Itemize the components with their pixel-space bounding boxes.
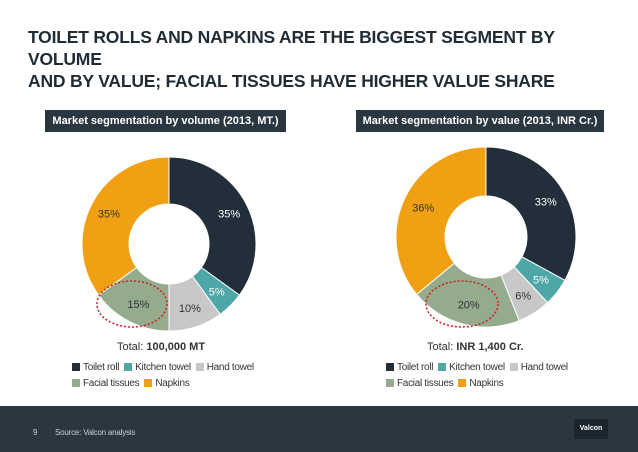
volume-legend: Toilet roll Kitchen towel Hand towel Fac…	[72, 359, 282, 391]
legend-item-napkins: Napkins	[144, 377, 190, 389]
value-total-label: Total:	[427, 341, 454, 353]
volume-chart-header: Market segmentation by volume (2013, MT.…	[45, 110, 286, 132]
donut-slice-napkins	[395, 146, 487, 296]
legend-swatch-facial-tissues	[72, 379, 80, 387]
slice-label-facial-tissues: 15%	[127, 299, 149, 311]
donut-charts-canvas: 35%5%10%15%35%33%5%6%20%36%	[81, 146, 577, 332]
legend-item-facial-tissues: Facial tissues	[386, 377, 454, 389]
valcon-logo: Valcon	[574, 419, 608, 439]
legend-item-hand-towel: Hand towel	[509, 361, 568, 373]
legend-item-napkins: Napkins	[458, 377, 504, 389]
legend-label: Hand towel	[520, 361, 568, 373]
source-note: Source: Valcon analysis	[55, 428, 136, 437]
legend-swatch-hand-towel	[195, 363, 204, 371]
legend-swatch-kitchen-towel	[124, 363, 133, 371]
legend-label: Facial tissues	[397, 377, 454, 389]
value-chart-header: Market segmentation by value (2013, INR …	[356, 110, 604, 132]
slice-label-hand-towel: 6%	[515, 291, 531, 303]
legend-label: Toilet roll	[397, 361, 434, 373]
legend-label: Napkins	[155, 377, 190, 389]
legend-item-kitchen-towel: Kitchen towel	[438, 362, 505, 373]
slice-label-facial-tissues: 20%	[458, 299, 480, 311]
legend-label: Hand towel	[206, 361, 254, 373]
title-line-2: AND BY VALUE; FACIAL TISSUES HAVE HIGHER…	[28, 71, 555, 91]
legend-item-toilet-roll: Toilet roll	[386, 362, 433, 373]
legend-item-toilet-roll: Toilet roll	[72, 362, 119, 373]
slice-label-kitchen-towel: 5%	[209, 287, 225, 299]
volume-total-value: 100,000 MT	[146, 341, 206, 353]
legend-swatch-kitchen-towel	[438, 363, 447, 371]
page-number: 9	[33, 428, 38, 437]
volume-total: Total: 100,000 MT	[117, 341, 205, 353]
donut-slice-napkins	[81, 156, 170, 296]
slice-label-toilet-roll: 35%	[218, 208, 240, 220]
legend-label: Facial tissues	[83, 377, 140, 389]
legend-swatch-toilet-roll	[72, 363, 80, 371]
legend-swatch-toilet-roll	[386, 363, 394, 371]
legend-item-kitchen-towel: Kitchen towel	[124, 362, 191, 373]
legend-item-hand-towel: Hand towel	[195, 361, 254, 373]
legend-label: Napkins	[469, 377, 504, 389]
legend-swatch-facial-tissues	[386, 379, 394, 387]
slice-label-napkins: 36%	[412, 202, 434, 214]
footer-bar: 9 Source: Valcon analysis Valcon	[0, 406, 638, 452]
slice-label-hand-towel: 10%	[179, 303, 201, 315]
legend-swatch-napkins	[144, 379, 153, 387]
legend-label: Kitchen towel	[135, 361, 191, 373]
volume-total-label: Total:	[117, 341, 144, 353]
legend-swatch-hand-towel	[509, 363, 518, 371]
value-total-value: INR 1,400 Cr.	[456, 341, 524, 353]
legend-label: Kitchen towel	[449, 361, 505, 373]
donut-slice-toilet-roll	[485, 146, 577, 282]
facial-tissues-highlight-ring	[96, 280, 168, 328]
facial-tissues-highlight-ring	[425, 280, 499, 328]
title-line-1: TOILET ROLLS AND NAPKINS ARE THE BIGGEST…	[28, 27, 555, 69]
slice-label-napkins: 35%	[98, 208, 120, 220]
legend-swatch-napkins	[458, 379, 467, 387]
page-title: TOILET ROLLS AND NAPKINS ARE THE BIGGEST…	[28, 26, 618, 92]
value-total: Total: INR 1,400 Cr.	[427, 341, 524, 353]
value-legend: Toilet roll Kitchen towel Hand towel Fac…	[386, 359, 596, 391]
slice-label-toilet-roll: 33%	[535, 197, 557, 209]
legend-item-facial-tissues: Facial tissues	[72, 377, 140, 389]
legend-label: Toilet roll	[83, 361, 120, 373]
slice-label-kitchen-towel: 5%	[533, 275, 549, 287]
donut-slice-toilet-roll	[168, 156, 257, 296]
donut-slice-facial-tissues	[415, 262, 520, 328]
